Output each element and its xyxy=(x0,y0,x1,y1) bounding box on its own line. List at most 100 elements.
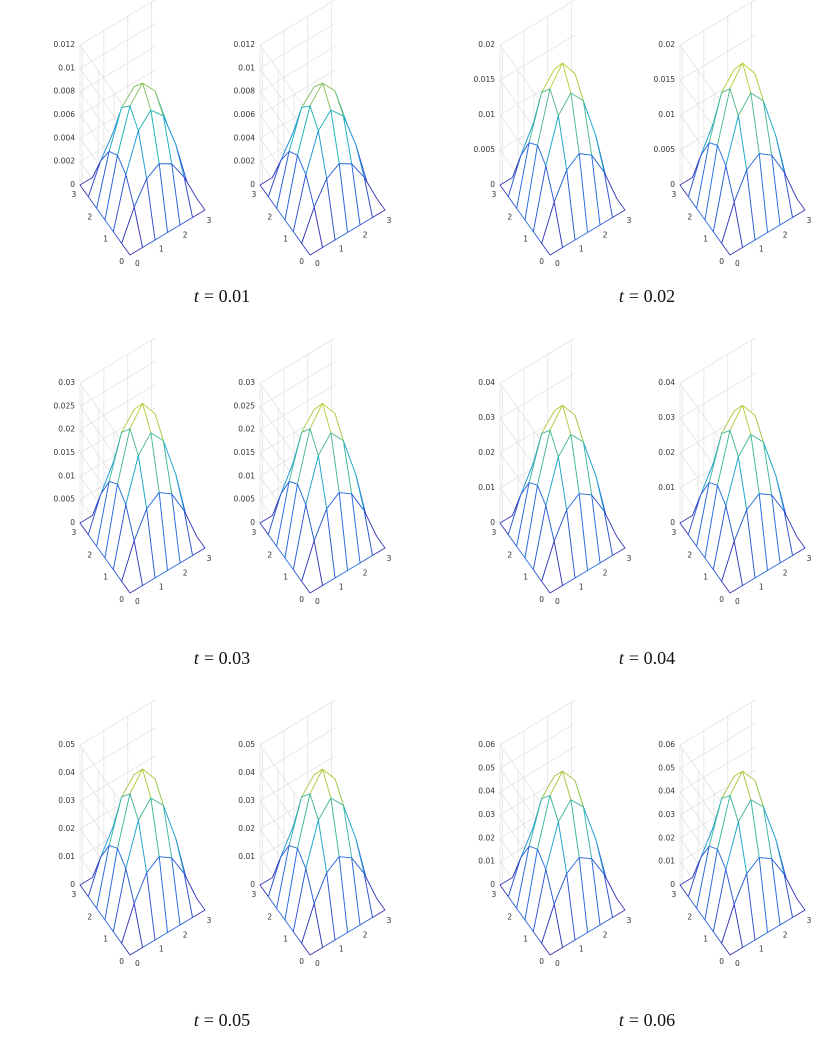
mesh-cell xyxy=(721,903,743,956)
z-tick-label: 0.02 xyxy=(478,40,495,49)
grid-line xyxy=(259,69,336,116)
z-tick-label: 0.004 xyxy=(54,133,76,142)
z-tick-label: 0.012 xyxy=(234,40,256,49)
grid-line xyxy=(79,22,156,69)
x-tick-label: 2 xyxy=(363,568,368,577)
z-tick-label: 0.005 xyxy=(654,145,676,154)
z-tick-label: 0.02 xyxy=(658,448,675,457)
caption-value: = 0.03 xyxy=(204,648,250,668)
caption-symbol: t xyxy=(619,286,625,306)
grid-line xyxy=(679,337,756,384)
z-tick-label: 0.01 xyxy=(58,63,75,72)
x-tick-label: 0 xyxy=(555,959,560,968)
z-tick-label: 0 xyxy=(670,880,675,889)
x-tick-label: 2 xyxy=(603,230,608,239)
y-tick-label: 2 xyxy=(507,912,512,921)
grid-line xyxy=(79,727,156,774)
y-tick-label: 3 xyxy=(251,528,256,537)
z-tick-label: 0.06 xyxy=(658,740,675,749)
y-tick-label: 0 xyxy=(299,957,304,966)
y-tick-label: 1 xyxy=(703,235,708,244)
z-tick-label: 0.01 xyxy=(58,471,75,480)
z-tick-label: 0.05 xyxy=(238,740,255,749)
z-tick-label: 0.04 xyxy=(658,787,675,796)
z-tick-label: 0.03 xyxy=(58,796,75,805)
grid-line xyxy=(679,34,756,81)
z-tick-label: 0.02 xyxy=(58,425,75,434)
y-tick-label: 0 xyxy=(119,257,124,266)
x-tick-label: 0 xyxy=(735,597,740,606)
z-tick-label: 0.01 xyxy=(478,483,495,492)
x-tick-label: 2 xyxy=(363,930,368,939)
x-tick-label: 2 xyxy=(183,930,188,939)
grid-line xyxy=(259,0,336,46)
z-tick-label: 0.002 xyxy=(54,157,76,166)
x-tick-label: 1 xyxy=(579,245,584,254)
y-tick-label: 1 xyxy=(523,573,528,582)
caption: t = 0.03 xyxy=(194,648,250,668)
y-tick-label: 0 xyxy=(719,595,724,604)
z-tick-label: 0 xyxy=(70,880,75,889)
x-tick-label: 2 xyxy=(183,568,188,577)
caption-value: = 0.04 xyxy=(629,648,675,668)
caption-symbol: t xyxy=(619,1010,625,1030)
x-tick-label: 2 xyxy=(183,230,188,239)
x-tick-label: 2 xyxy=(783,568,788,577)
y-tick-label: 2 xyxy=(687,212,692,221)
y-tick-label: 3 xyxy=(671,890,676,899)
grid-line xyxy=(79,699,156,746)
y-tick-label: 1 xyxy=(103,935,108,944)
y-tick-label: 0 xyxy=(719,257,724,266)
x-tick-label: 1 xyxy=(339,945,344,954)
x-tick-label: 2 xyxy=(603,930,608,939)
x-tick-label: 3 xyxy=(627,554,632,563)
grid-line xyxy=(259,699,336,746)
grid-line xyxy=(259,46,336,93)
y-tick-label: 3 xyxy=(671,528,676,537)
y-tick-label: 0 xyxy=(119,595,124,604)
x-tick-label: 0 xyxy=(555,597,560,606)
x-tick-label: 2 xyxy=(783,930,788,939)
y-tick-label: 1 xyxy=(703,935,708,944)
x-tick-label: 3 xyxy=(207,216,212,225)
x-tick-label: 0 xyxy=(135,959,140,968)
caption-value: = 0.06 xyxy=(629,1010,675,1030)
grid-line xyxy=(79,337,156,384)
z-tick-label: 0.05 xyxy=(478,763,495,772)
z-tick-label: 0.012 xyxy=(54,40,76,49)
y-tick-label: 3 xyxy=(671,190,676,199)
z-tick-label: 0.015 xyxy=(54,448,76,457)
grid-line xyxy=(79,46,156,93)
grid-line xyxy=(259,727,336,774)
z-tick-label: 0 xyxy=(70,518,75,527)
caption-value: = 0.02 xyxy=(629,286,675,306)
z-tick-label: 0.04 xyxy=(658,378,675,387)
y-tick-label: 0 xyxy=(719,957,724,966)
x-tick-label: 3 xyxy=(807,916,812,925)
grid-line xyxy=(499,337,576,384)
mesh-cell xyxy=(121,206,143,256)
grid-line xyxy=(679,722,756,769)
x-tick-label: 0 xyxy=(135,259,140,268)
z-tick-label: 0.02 xyxy=(238,425,255,434)
z-tick-label: 0.03 xyxy=(238,796,255,805)
z-tick-label: 0.01 xyxy=(478,110,495,119)
z-tick-label: 0.02 xyxy=(478,833,495,842)
y-tick-label: 3 xyxy=(491,190,496,199)
caption: t = 0.01 xyxy=(194,286,250,306)
grid-line xyxy=(79,44,131,116)
z-tick-label: 0 xyxy=(490,180,495,189)
z-tick-label: 0.005 xyxy=(234,495,256,504)
mesh-cell xyxy=(541,540,563,594)
caption-symbol: t xyxy=(194,286,200,306)
z-tick-label: 0.005 xyxy=(474,145,496,154)
grid-line xyxy=(679,0,756,46)
z-tick-label: 0.006 xyxy=(54,110,76,119)
mesh-cell xyxy=(301,903,323,956)
grid-line xyxy=(499,722,576,769)
